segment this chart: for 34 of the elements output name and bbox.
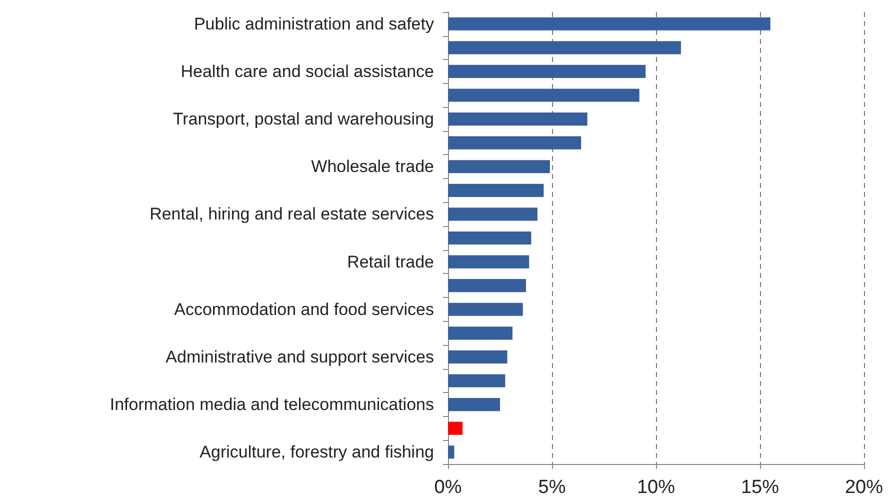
- y-tick-label: Retail trade: [347, 252, 434, 272]
- bar: [448, 326, 512, 340]
- x-tick-label: 20%: [844, 477, 884, 498]
- y-tick-label: Information media and telecommunications: [110, 395, 434, 414]
- y-tick-label: Wholesale trade: [311, 157, 434, 176]
- bar: [448, 160, 550, 174]
- bar: [448, 302, 523, 316]
- bar: [448, 350, 508, 364]
- x-tick-label: 5%: [538, 477, 566, 498]
- x-tick-label: 0%: [434, 477, 462, 498]
- bar: [448, 112, 588, 126]
- bar: [448, 208, 538, 221]
- bar: [448, 231, 532, 245]
- bar: [448, 17, 770, 30]
- y-tick-label: Transport, postal and warehousing: [172, 110, 434, 129]
- bar: [448, 374, 506, 388]
- x-tick-label: 10%: [636, 477, 676, 498]
- bar: [448, 184, 544, 197]
- bar: [448, 136, 582, 150]
- y-tick-label: Public administration and safety: [194, 14, 434, 34]
- y-tick-label: Health care and social assistance: [180, 62, 434, 81]
- bar: [448, 446, 454, 459]
- bar: [448, 398, 500, 412]
- y-tick-label: Administrative and support services: [166, 347, 434, 366]
- bar: [448, 422, 463, 435]
- bar: [448, 279, 526, 292]
- y-tick-label: Agriculture, forestry and fishing: [200, 442, 434, 462]
- bar: [448, 64, 646, 78]
- bar: [448, 255, 530, 268]
- x-tick-label: 15%: [740, 477, 780, 498]
- y-tick-label: Accommodation and food services: [174, 300, 434, 319]
- bar: [448, 88, 640, 102]
- bar: [448, 41, 681, 54]
- y-tick-label: Rental, hiring and real estate services: [150, 204, 434, 224]
